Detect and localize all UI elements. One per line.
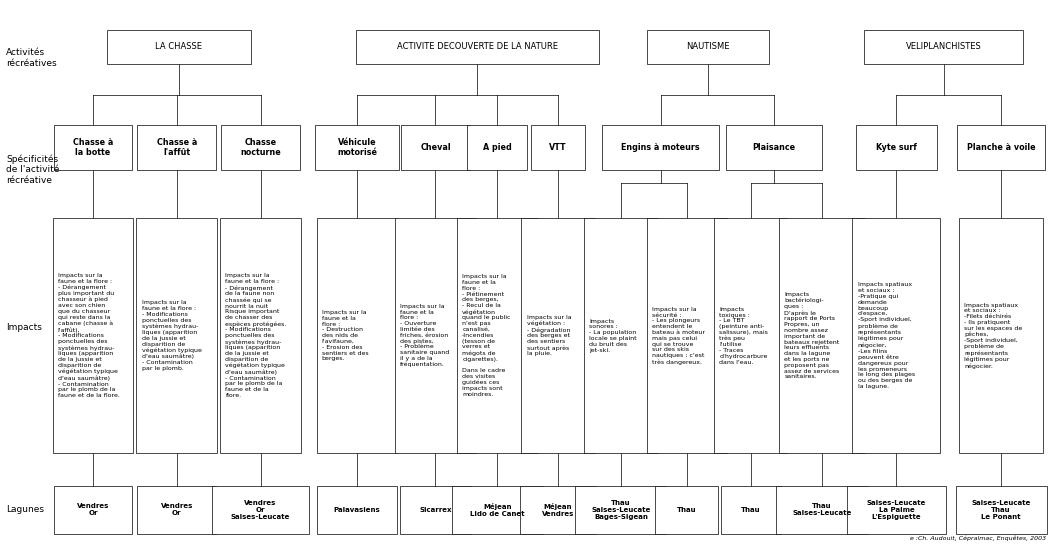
FancyBboxPatch shape xyxy=(137,126,216,170)
FancyBboxPatch shape xyxy=(221,126,300,170)
FancyBboxPatch shape xyxy=(53,486,132,533)
Text: Sicarrex: Sicarrex xyxy=(420,507,452,513)
FancyBboxPatch shape xyxy=(721,486,780,533)
Text: Chasse à
l'affût: Chasse à l'affût xyxy=(156,138,197,157)
Text: Impacts spatiaux
et sociaux :
-Filets déchirés
- Ils pratiquent
sur les espaces : Impacts spatiaux et sociaux : -Filets dé… xyxy=(964,302,1023,369)
FancyBboxPatch shape xyxy=(212,486,308,533)
FancyBboxPatch shape xyxy=(956,486,1047,533)
FancyBboxPatch shape xyxy=(395,218,476,453)
FancyBboxPatch shape xyxy=(107,30,251,64)
Text: Impacts
sonores :
- La population
locale se plaint
du bruit des
jet-ski.: Impacts sonores : - La population locale… xyxy=(590,319,637,353)
Text: e :Ch. Audouit, Cépralmac, Enquêtes, 2003: e :Ch. Audouit, Cépralmac, Enquêtes, 200… xyxy=(911,536,1046,541)
Text: Impacts spatiaux
et sociaux :
-Pratique qui
demande
beaucoup
d'espace,
-Sport in: Impacts spatiaux et sociaux : -Pratique … xyxy=(858,282,915,389)
FancyBboxPatch shape xyxy=(317,486,398,533)
Text: VELIPLANCHISTES: VELIPLANCHISTES xyxy=(905,43,982,51)
FancyBboxPatch shape xyxy=(356,30,599,64)
FancyBboxPatch shape xyxy=(575,486,666,533)
Text: Thau
Salses-Leucate
Bages-Sigean: Thau Salses-Leucate Bages-Sigean xyxy=(592,500,650,520)
FancyBboxPatch shape xyxy=(136,218,217,453)
Text: Planche à voile: Planche à voile xyxy=(967,143,1035,152)
Text: A pied: A pied xyxy=(483,143,512,152)
FancyBboxPatch shape xyxy=(602,126,720,170)
Text: Vendres
Or: Vendres Or xyxy=(160,503,193,517)
FancyBboxPatch shape xyxy=(137,486,216,533)
Text: Méjean
Lido de Canet: Méjean Lido de Canet xyxy=(470,503,524,517)
Text: Véhicule
motorisé: Véhicule motorisé xyxy=(337,138,377,157)
Text: Impacts sur la
faune et la
flore :
- Piétinement
des berges,
- Recul de la
végét: Impacts sur la faune et la flore : - Pié… xyxy=(463,274,511,397)
Text: Thau: Thau xyxy=(677,507,697,513)
Text: Spécificités
de l'activité
récréative: Spécificités de l'activité récréative xyxy=(6,155,60,185)
FancyBboxPatch shape xyxy=(52,218,133,453)
Text: Impacts sur la
faune et la flore :
- Dérangement
de la faune non
chassée qui se
: Impacts sur la faune et la flore : - Dér… xyxy=(226,274,286,398)
Text: Impacts
toxiques :
- Le TBT
(peinture anti-
salissure), mais
très peu
l'utilise
: Impacts toxiques : - Le TBT (peinture an… xyxy=(720,307,768,365)
Text: Thau: Thau xyxy=(741,507,761,513)
Text: Lagunes: Lagunes xyxy=(6,506,44,514)
FancyBboxPatch shape xyxy=(656,486,719,533)
FancyBboxPatch shape xyxy=(220,218,301,453)
Text: Impacts
bactériologi-
ques :
D'après le
rapport de Ports
Propres, un
nombre asse: Impacts bactériologi- ques : D'après le … xyxy=(785,292,839,379)
Text: Impacts sur la
faune et la flore :
- Dérangement
plus important du
chasseur à pi: Impacts sur la faune et la flore : - Dér… xyxy=(58,273,120,398)
FancyBboxPatch shape xyxy=(531,126,585,170)
FancyBboxPatch shape xyxy=(957,126,1045,170)
FancyBboxPatch shape xyxy=(848,486,945,533)
Text: VTT: VTT xyxy=(550,143,566,152)
FancyBboxPatch shape xyxy=(856,126,937,170)
FancyBboxPatch shape xyxy=(53,126,132,170)
Text: Salses-Leucate
La Palme
L'Espiguette: Salses-Leucate La Palme L'Espiguette xyxy=(866,500,926,520)
Text: Cheval: Cheval xyxy=(421,143,451,152)
Text: Vendres
Or: Vendres Or xyxy=(77,503,109,517)
FancyBboxPatch shape xyxy=(468,126,527,170)
FancyBboxPatch shape xyxy=(401,486,471,533)
FancyBboxPatch shape xyxy=(457,218,537,453)
Text: Impacts sur la
faune et la
flore :
- Destruction
des nids de
l'avifaune,
- Erosi: Impacts sur la faune et la flore : - Des… xyxy=(322,310,368,361)
Text: ACTIVITE DECOUVERTE DE LA NATURE: ACTIVITE DECOUVERTE DE LA NATURE xyxy=(397,43,558,51)
Text: Impacts: Impacts xyxy=(6,323,42,332)
FancyBboxPatch shape xyxy=(853,218,940,453)
FancyBboxPatch shape xyxy=(714,218,788,453)
Text: Méjean
Vendres: Méjean Vendres xyxy=(542,503,574,517)
Text: Plaisance: Plaisance xyxy=(752,143,795,152)
FancyBboxPatch shape xyxy=(726,126,822,170)
FancyBboxPatch shape xyxy=(864,30,1023,64)
Text: Impacts sur la
faune et la flore :
- Modifications
ponctuelles des
systèmes hydr: Impacts sur la faune et la flore : - Mod… xyxy=(142,300,201,371)
FancyBboxPatch shape xyxy=(452,486,542,533)
FancyBboxPatch shape xyxy=(646,218,727,453)
Text: Activités
récréatives: Activités récréatives xyxy=(6,48,57,68)
Text: NAUTISME: NAUTISME xyxy=(686,43,730,51)
FancyBboxPatch shape xyxy=(315,126,399,170)
FancyBboxPatch shape xyxy=(402,126,470,170)
Text: Salses-Leucate
Thau
Le Ponant: Salses-Leucate Thau Le Ponant xyxy=(971,500,1031,520)
FancyBboxPatch shape xyxy=(521,218,595,453)
Text: Thau
Salses-Leucate: Thau Salses-Leucate xyxy=(792,503,852,517)
FancyBboxPatch shape xyxy=(584,218,658,453)
Text: LA CHASSE: LA CHASSE xyxy=(155,43,202,51)
Text: Impacts sur la
végétation :
- Dégradation
des berges et
des sentiers
surtout apr: Impacts sur la végétation : - Dégradatio… xyxy=(527,315,572,357)
Text: Chasse
nocturne: Chasse nocturne xyxy=(240,138,281,157)
FancyBboxPatch shape xyxy=(646,30,769,64)
Text: Chasse à
la botte: Chasse à la botte xyxy=(72,138,113,157)
FancyBboxPatch shape xyxy=(317,218,398,453)
FancyBboxPatch shape xyxy=(959,218,1043,453)
FancyBboxPatch shape xyxy=(776,486,868,533)
Text: Impacts sur la
faune et la
flore :
- Ouverture
limitée des
friches, érosion
des : Impacts sur la faune et la flore : - Ouv… xyxy=(401,304,450,367)
Text: Vendres
Or
Salses-Leucate: Vendres Or Salses-Leucate xyxy=(231,500,291,520)
Text: Impacts sur la
sécurité :
- Les plongeurs
entendent le
bateau à moteur
mais pas : Impacts sur la sécurité : - Les plongeur… xyxy=(651,307,705,365)
Text: Kyte surf: Kyte surf xyxy=(876,143,917,152)
Text: Engins à moteurs: Engins à moteurs xyxy=(621,143,700,152)
Text: Palavasiens: Palavasiens xyxy=(334,507,380,513)
FancyBboxPatch shape xyxy=(520,486,596,533)
FancyBboxPatch shape xyxy=(779,218,865,453)
